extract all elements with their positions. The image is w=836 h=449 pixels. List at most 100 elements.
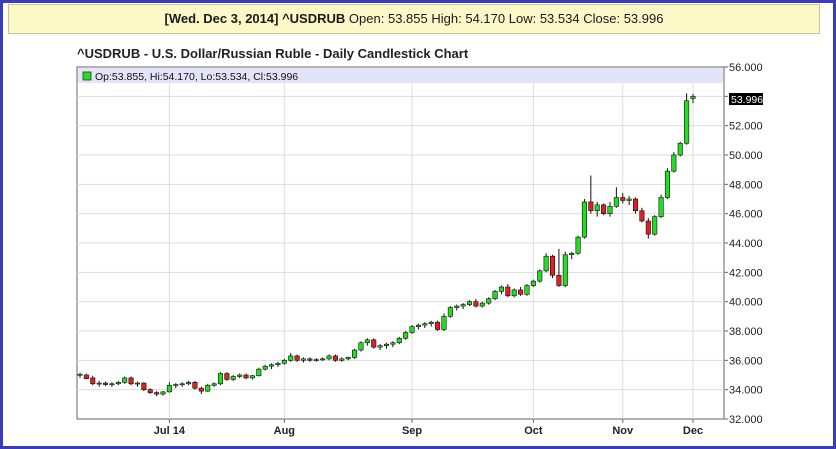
candle bbox=[383, 342, 390, 349]
candle bbox=[690, 93, 696, 104]
candle bbox=[103, 381, 109, 386]
candle bbox=[83, 373, 89, 380]
candle bbox=[530, 279, 536, 287]
candle bbox=[377, 344, 383, 351]
candle-body-up bbox=[383, 343, 390, 346]
candle bbox=[205, 383, 211, 392]
candle bbox=[300, 357, 307, 363]
candle-body-up bbox=[300, 358, 307, 361]
candle bbox=[473, 298, 479, 308]
candle bbox=[441, 313, 447, 331]
quote-info-bar: [Wed. Dec 3, 2014] ^USDRUB Open: 53.855 … bbox=[8, 4, 820, 34]
candle bbox=[147, 388, 153, 395]
candle-body-down bbox=[154, 392, 160, 395]
legend-swatch bbox=[82, 71, 92, 81]
candle-body-up bbox=[345, 357, 351, 360]
candle bbox=[294, 354, 300, 362]
candle bbox=[154, 391, 160, 397]
candle-body-up bbox=[511, 289, 517, 297]
close-value: 53.996 bbox=[623, 11, 664, 26]
candle bbox=[256, 367, 262, 377]
candle-body-down bbox=[549, 255, 556, 276]
candle-body-up bbox=[358, 342, 364, 351]
candle-body-up bbox=[173, 384, 179, 386]
candle-body-down bbox=[435, 321, 441, 330]
candle-body-up bbox=[211, 383, 217, 386]
candle bbox=[237, 373, 243, 378]
candle-body-up bbox=[269, 364, 275, 367]
candle-body-down bbox=[505, 286, 511, 297]
candle-body-up bbox=[377, 345, 383, 348]
candle-body-down bbox=[588, 201, 594, 212]
candle-body-up bbox=[256, 368, 262, 377]
candle-body-up bbox=[109, 383, 115, 386]
candle bbox=[403, 331, 409, 340]
high-label: High: bbox=[431, 11, 462, 26]
candle bbox=[601, 203, 607, 216]
candle bbox=[537, 269, 543, 283]
candle-body-up bbox=[288, 355, 294, 361]
candle bbox=[230, 375, 236, 381]
candle bbox=[128, 376, 134, 386]
candle bbox=[198, 386, 204, 395]
candle bbox=[652, 215, 658, 236]
candle-body-up bbox=[652, 216, 658, 235]
y-tick-label: 48.000 bbox=[729, 179, 763, 191]
candle bbox=[639, 207, 645, 223]
candle-body-down bbox=[90, 377, 96, 385]
candle-body-down bbox=[601, 204, 607, 214]
y-tick-label: 34.000 bbox=[729, 385, 763, 397]
candle bbox=[249, 375, 255, 380]
candle-body-down bbox=[556, 274, 562, 286]
candle-body-up bbox=[441, 316, 447, 330]
candle bbox=[524, 284, 530, 296]
y-tick-label: 56.000 bbox=[729, 62, 763, 74]
candle-body-up bbox=[581, 201, 587, 238]
candle-body-up bbox=[166, 384, 172, 393]
candle-body-down bbox=[243, 374, 249, 379]
candle bbox=[492, 289, 498, 301]
candle-body-down bbox=[198, 387, 204, 392]
candle-body-up bbox=[134, 382, 141, 385]
candle-body-up bbox=[562, 254, 568, 286]
candle-body-up bbox=[352, 349, 358, 358]
candle-body-up bbox=[230, 376, 236, 380]
candle-series bbox=[77, 93, 696, 397]
candle-body-up bbox=[422, 323, 428, 326]
candle-body-up bbox=[594, 204, 600, 212]
candle-body-up bbox=[326, 355, 332, 360]
candle bbox=[358, 341, 364, 352]
candle bbox=[607, 201, 613, 217]
candle bbox=[262, 364, 268, 371]
x-tick-label: Sep bbox=[402, 425, 422, 437]
candle-body-down bbox=[645, 220, 651, 235]
candle-body-down bbox=[224, 373, 230, 380]
candle bbox=[409, 325, 415, 334]
candle-body-up bbox=[537, 270, 543, 282]
last-price-label: 53.996 bbox=[731, 94, 763, 106]
candle-body-up bbox=[96, 382, 102, 385]
x-tick-label: Jul 14 bbox=[154, 425, 186, 437]
candle bbox=[454, 304, 460, 311]
candle-body-up bbox=[281, 360, 287, 364]
candle bbox=[90, 375, 96, 386]
candle-body-down bbox=[128, 377, 134, 385]
candle bbox=[307, 357, 313, 362]
y-axis-ticks: 56.00054.00052.00050.00048.00046.00044.0… bbox=[724, 62, 763, 426]
candle-body-down bbox=[83, 374, 89, 379]
candle-body-up bbox=[339, 358, 345, 361]
candle-body-down bbox=[307, 358, 313, 361]
candle-body-up bbox=[428, 321, 434, 324]
candle bbox=[569, 251, 575, 260]
legend-band bbox=[78, 68, 723, 83]
candle bbox=[511, 288, 517, 298]
y-tick-label: 38.000 bbox=[729, 326, 763, 338]
candle bbox=[671, 152, 677, 173]
y-tick-label: 42.000 bbox=[729, 267, 763, 279]
candle-body-up bbox=[390, 342, 396, 345]
candle-body-up bbox=[179, 383, 185, 386]
y-tick-label: 50.000 bbox=[729, 150, 763, 162]
candle bbox=[479, 301, 485, 308]
candle bbox=[326, 354, 332, 361]
x-tick-label: Oct bbox=[524, 425, 543, 437]
